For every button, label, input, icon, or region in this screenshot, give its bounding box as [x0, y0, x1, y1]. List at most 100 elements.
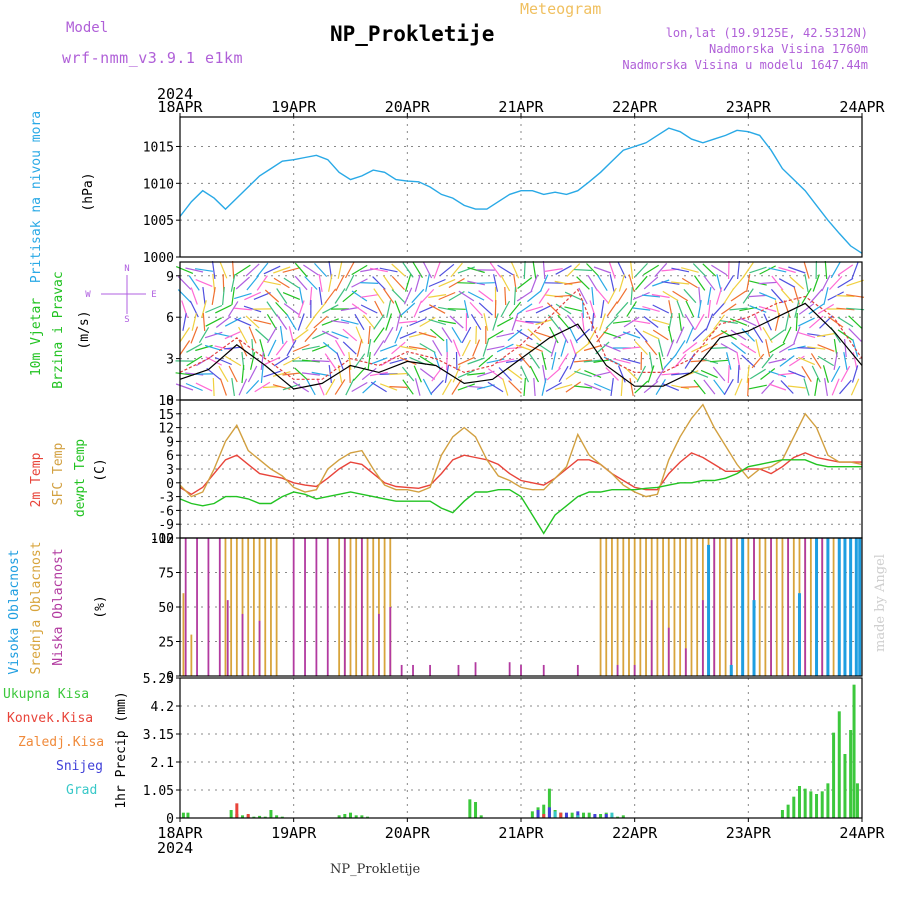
wind-arrow [487, 368, 504, 380]
precip-bar [797, 786, 801, 818]
wind-arrow [351, 278, 368, 288]
wind-arrow [564, 306, 583, 312]
wind-arrow [661, 383, 680, 391]
wind-arrow [780, 288, 794, 304]
wind-arrow [817, 303, 835, 315]
wind-arrow [554, 294, 573, 298]
wind-arrow [373, 314, 385, 330]
wind-arrow [681, 267, 699, 273]
wind-arrow [283, 356, 300, 366]
wind-arrow [789, 276, 804, 290]
wind-arrow [587, 274, 598, 292]
wind-arrow [779, 355, 795, 367]
wind-arrow [429, 304, 446, 314]
wind-arrow [581, 313, 585, 331]
wind-arrow [525, 343, 543, 353]
wind-arrow [652, 279, 670, 287]
wind-arrow [523, 377, 526, 397]
wind-arrow [211, 287, 216, 305]
cloud-bar-high [849, 538, 853, 676]
wind-arrow [731, 341, 746, 355]
y-tick-label: -9 [158, 518, 174, 533]
date-label-bottom: 18APR [157, 824, 203, 842]
wind-arrow [231, 287, 235, 305]
wind-arrow [231, 378, 235, 396]
wind-arrow [720, 343, 737, 353]
wind-arrow [254, 381, 271, 393]
wind-arrow [224, 330, 242, 340]
wind-arrow [419, 368, 436, 380]
wind-arrow [348, 352, 352, 370]
wind-arrow [575, 341, 591, 355]
precip-legend-item: Grad [66, 783, 97, 798]
wind-arrow [632, 291, 650, 301]
wind-arrow [852, 339, 859, 357]
wind-arrow [425, 274, 430, 292]
precip-bar [349, 812, 352, 818]
date-label-top: 24APR [839, 98, 885, 116]
wind-arrow [700, 369, 718, 379]
wind-arrow [189, 300, 199, 318]
temp-axis-label-3: dewpt Temp [73, 439, 88, 517]
wind-arrow [622, 358, 641, 364]
compass-east: E [151, 290, 156, 300]
wind-arrow [816, 332, 835, 338]
wind-arrow [833, 351, 838, 371]
wind-arrow [413, 300, 423, 318]
wind-arrow [362, 380, 377, 394]
wind-arrow [655, 366, 667, 382]
wind-arrow [574, 385, 593, 389]
wind-arrow [672, 290, 689, 302]
wind-arrow [539, 274, 549, 292]
wind-arrow [676, 300, 684, 318]
wind-arrow [569, 352, 578, 370]
wind-arrow [487, 381, 504, 393]
precip-bar [263, 816, 267, 818]
precip-bar [229, 810, 233, 818]
y-tick-label: 50 [158, 601, 174, 616]
wind-arrow [749, 266, 767, 274]
wind-arrow [379, 267, 398, 273]
wind-arrow [829, 275, 843, 291]
wind-arrow [175, 383, 194, 391]
wind-arrow [576, 276, 590, 290]
wind-arrow [515, 319, 534, 325]
wind-arrow [273, 266, 291, 274]
wind-arrow [623, 316, 640, 328]
wind-arrow [360, 294, 379, 298]
wind-arrow [771, 275, 784, 291]
wind-arrow [241, 364, 245, 384]
wind-arrow [837, 264, 854, 276]
precip-bar [826, 783, 830, 818]
wind-arrow [748, 384, 767, 390]
wind-arrow [182, 313, 187, 331]
wind-arrow [463, 300, 469, 318]
wind-arrow [784, 313, 790, 331]
wind-arrow [273, 277, 290, 289]
wind-arrow [730, 329, 747, 341]
wind-arrow [755, 339, 761, 357]
wind-arrow [383, 326, 394, 344]
wind-arrow [698, 286, 701, 306]
wind-arrow [251, 338, 254, 358]
wind-arrow [564, 281, 583, 285]
y-tick-label: -3 [158, 491, 174, 506]
wind-arrow [508, 380, 522, 394]
wind-arrow [250, 352, 256, 370]
wind-arrow [351, 290, 368, 302]
wind-arrow [256, 275, 268, 291]
date-label-bottom: 21APR [498, 824, 544, 842]
wind-arrow [372, 276, 386, 290]
date-label-top: 18APR [157, 98, 203, 116]
precip-bar [604, 814, 608, 818]
wind-arrow [632, 319, 651, 325]
wind-arrow [437, 306, 456, 312]
wind-arrow [705, 313, 714, 331]
wind-gust-line [179, 288, 863, 380]
wind-arrow [428, 294, 447, 298]
wind-arrow [228, 365, 238, 383]
wind-arrow [671, 384, 690, 390]
wind-arrow [814, 378, 819, 396]
precip-bar [780, 810, 784, 818]
